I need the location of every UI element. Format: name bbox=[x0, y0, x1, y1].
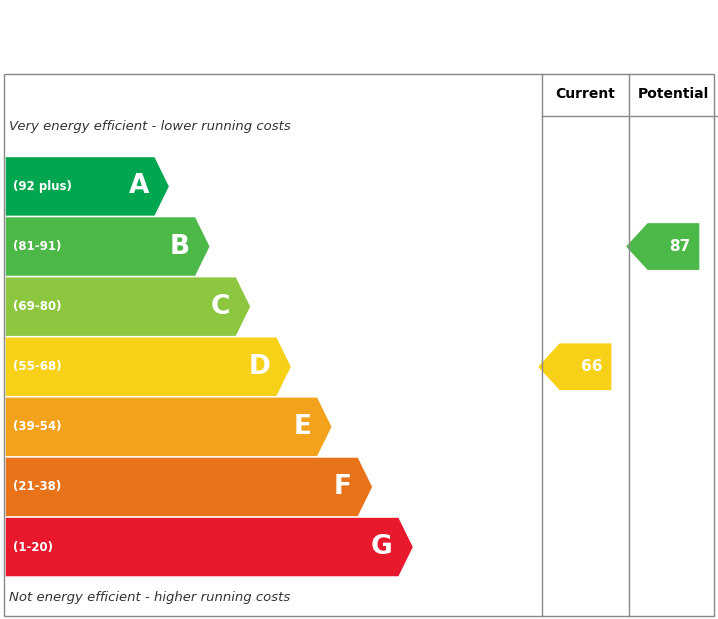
Polygon shape bbox=[6, 157, 169, 215]
Text: (21-38): (21-38) bbox=[13, 480, 61, 493]
Text: Energy Efficiency Rating: Energy Efficiency Rating bbox=[13, 20, 473, 53]
Text: (69-80): (69-80) bbox=[13, 300, 62, 313]
Polygon shape bbox=[6, 277, 250, 336]
Polygon shape bbox=[6, 457, 372, 516]
Polygon shape bbox=[6, 397, 332, 456]
Text: F: F bbox=[334, 474, 352, 500]
Text: Potential: Potential bbox=[638, 87, 709, 101]
Text: G: G bbox=[371, 534, 393, 560]
Text: (81-91): (81-91) bbox=[13, 240, 61, 253]
Text: Not energy efficient - higher running costs: Not energy efficient - higher running co… bbox=[9, 591, 290, 604]
Polygon shape bbox=[626, 223, 699, 270]
Text: D: D bbox=[249, 353, 271, 379]
Text: (92 plus): (92 plus) bbox=[13, 180, 72, 193]
Text: A: A bbox=[129, 173, 149, 199]
Text: 66: 66 bbox=[582, 359, 602, 374]
Text: C: C bbox=[210, 293, 230, 319]
Text: (55-68): (55-68) bbox=[13, 360, 62, 373]
Text: Very energy efficient - lower running costs: Very energy efficient - lower running co… bbox=[9, 120, 290, 133]
Text: Current: Current bbox=[556, 87, 615, 101]
Text: B: B bbox=[169, 233, 190, 259]
Text: (39-54): (39-54) bbox=[13, 420, 62, 433]
Text: E: E bbox=[294, 414, 312, 440]
Polygon shape bbox=[538, 344, 612, 390]
Text: (1-20): (1-20) bbox=[13, 540, 53, 553]
Polygon shape bbox=[6, 337, 291, 396]
Polygon shape bbox=[6, 217, 210, 275]
Text: 87: 87 bbox=[669, 239, 691, 254]
Polygon shape bbox=[6, 518, 413, 576]
